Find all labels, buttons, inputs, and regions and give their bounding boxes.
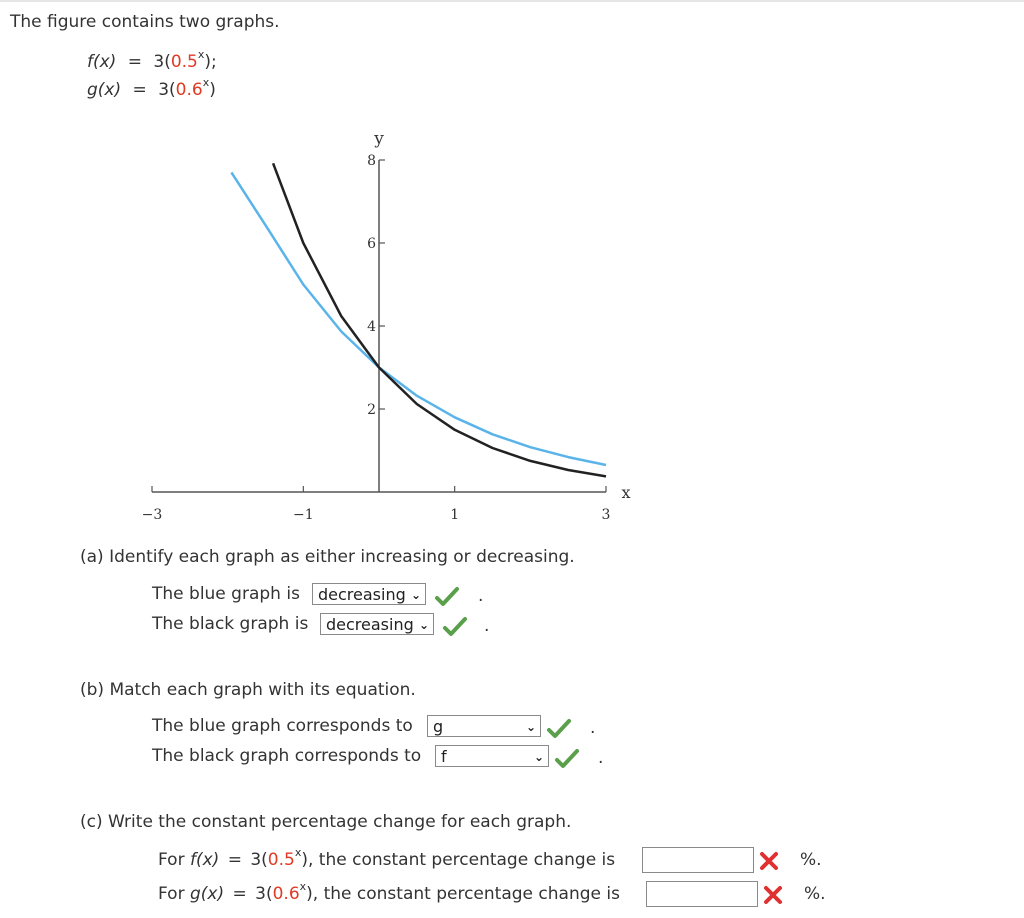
chevron-down-icon: ⌄ <box>525 720 536 734</box>
y-tick-label: 4 <box>367 319 376 335</box>
x-tick-label: 1 <box>450 507 459 523</box>
black-equation-selected: f <box>441 747 447 766</box>
checkmark-icon <box>443 617 467 636</box>
cross-icon <box>764 886 782 904</box>
part-b-blue-label: The blue graph corresponds to <box>152 716 413 736</box>
black-curve <box>271 162 607 478</box>
percent-change-f-input[interactable] <box>642 847 754 873</box>
chevron-down-icon: ⌄ <box>533 750 544 764</box>
equation-g-exp: x <box>202 76 210 90</box>
equation-g-lhs: g(x) <box>87 80 122 100</box>
part-a-prompt: (a) Identify each graph as either increa… <box>80 547 575 567</box>
black-equation-select[interactable]: f ⌄ <box>435 745 549 767</box>
period: . <box>484 616 490 636</box>
row2-coef: 3( <box>255 884 273 904</box>
row2-base: 0.6 <box>272 884 300 904</box>
checkmark-icon <box>555 749 579 768</box>
part-a-black-label: The black graph is <box>152 614 309 634</box>
checkmark-icon <box>435 587 459 606</box>
period: . <box>598 748 604 768</box>
row1-coef: 3( <box>250 850 268 870</box>
intro-text: The figure contains two graphs. <box>10 12 280 32</box>
y-tick-label: 6 <box>367 236 376 252</box>
row2-close: ), the constant percentage change is <box>306 884 620 904</box>
equation-f-coef: 3( <box>153 52 171 72</box>
equation-f-exp: x <box>197 48 205 62</box>
blue-trend-select[interactable]: decreasing ⌄ <box>312 583 426 605</box>
percent-unit-g: %. <box>804 884 826 904</box>
equation-g-close: ) <box>209 80 216 100</box>
cross-icon <box>760 852 778 870</box>
y-axis-label: y <box>373 129 384 149</box>
equation-f: f(x) = 3(0.5x); <box>87 49 217 72</box>
black-trend-selected: decreasing <box>326 615 414 634</box>
exponential-graph: 2 4 6 8 −3 −1 1 3 y x <box>142 129 631 523</box>
equation-g-coef: 3( <box>158 80 176 100</box>
row2-pre: For <box>158 884 185 904</box>
row1-pre: For <box>158 850 185 870</box>
part-c-prompt: (c) Write the constant percentage change… <box>80 812 572 832</box>
equation-g: g(x) = 3(0.6x) <box>87 77 216 100</box>
period: . <box>590 718 596 738</box>
equation-g-eq: = <box>132 80 147 100</box>
y-tick-label: 8 <box>367 153 376 169</box>
x-tick-label: −1 <box>293 507 314 523</box>
part-a-blue-label: The blue graph is <box>152 584 300 604</box>
row2-exp: x <box>299 880 307 894</box>
row1-exp: x <box>294 846 302 860</box>
equation-g-base: 0.6 <box>175 80 203 100</box>
part-c-row2-label: For g(x) = 3(0.6x), the constant percent… <box>158 881 620 904</box>
part-b-black-label: The black graph corresponds to <box>152 746 422 766</box>
period: . <box>478 586 484 606</box>
blue-equation-select[interactable]: g ⌄ <box>427 715 541 737</box>
percent-unit-f: %. <box>800 850 822 870</box>
blue-curve <box>230 171 607 467</box>
x-tick-label: 3 <box>602 507 611 523</box>
equation-f-eq: = <box>127 52 142 72</box>
row1-fn: f(x) <box>189 850 220 870</box>
chevron-down-icon: ⌄ <box>410 588 421 602</box>
checkmark-icon <box>547 719 571 738</box>
row1-eq: = <box>227 850 242 870</box>
y-tick-label: 2 <box>367 402 376 418</box>
blue-equation-selected: g <box>433 717 444 736</box>
x-ticks: −3 −1 1 3 <box>142 486 611 523</box>
equation-f-lhs: f(x) <box>87 52 117 72</box>
row2-fn: g(x) <box>189 884 225 904</box>
row1-close: ), the constant percentage change is <box>301 850 616 870</box>
blue-trend-selected: decreasing <box>318 585 406 604</box>
equation-f-close: ); <box>204 52 217 72</box>
row1-base: 0.5 <box>267 850 295 870</box>
chevron-down-icon: ⌄ <box>418 618 429 632</box>
series-group <box>230 162 607 478</box>
black-trend-select[interactable]: decreasing ⌄ <box>320 613 434 635</box>
x-tick-label: −3 <box>142 507 163 523</box>
top-divider <box>0 0 1024 2</box>
percent-change-g-input[interactable] <box>646 881 758 907</box>
row2-eq: = <box>232 884 247 904</box>
y-ticks: 2 4 6 8 <box>367 153 385 418</box>
x-axis-label: x <box>621 483 630 502</box>
part-b-prompt: (b) Match each graph with its equation. <box>80 680 416 700</box>
part-c-row1-label: For f(x) = 3(0.5x), the constant percent… <box>158 847 616 870</box>
equation-f-base: 0.5 <box>170 52 198 72</box>
